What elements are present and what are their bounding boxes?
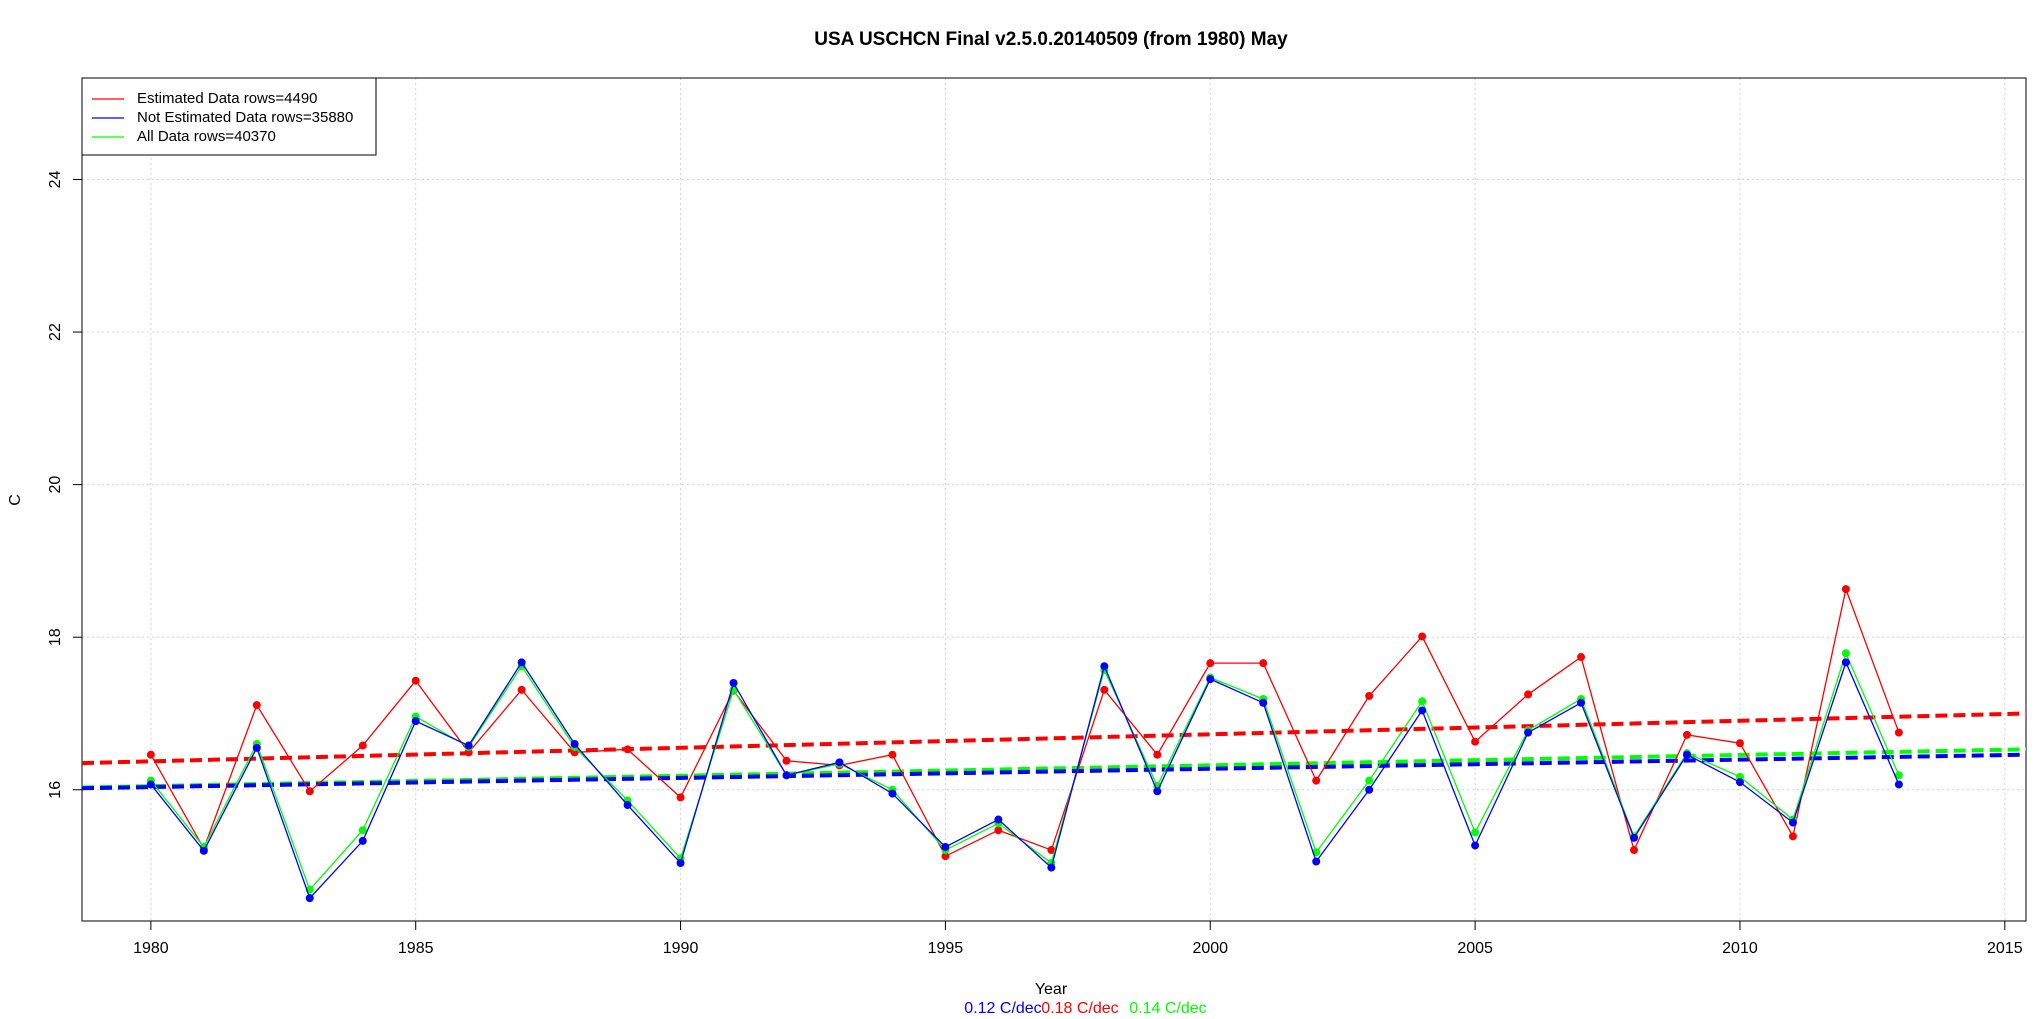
- data-point: [1047, 846, 1056, 855]
- data-point: [358, 826, 367, 835]
- y-tick-label: 20: [47, 476, 64, 494]
- data-point: [358, 741, 367, 750]
- x-tick-label: 1990: [663, 940, 699, 957]
- legend-box: [81, 77, 377, 156]
- data-point: [1577, 653, 1586, 662]
- annotation: 0.18 C/dec: [1041, 1000, 1118, 1017]
- data-point: [888, 789, 897, 798]
- legend-label: All Data rows=40370: [137, 128, 276, 145]
- data-point: [1100, 662, 1109, 671]
- series-line: [150, 586, 1900, 858]
- data-point: [1206, 675, 1215, 684]
- y-axis-label: C: [7, 494, 24, 506]
- data-point: [1259, 698, 1268, 707]
- x-tick-label: 1995: [928, 940, 964, 957]
- data-point: [994, 815, 1003, 824]
- data-point: [570, 740, 579, 749]
- data-point: [623, 745, 632, 754]
- data-point: [1418, 706, 1427, 715]
- plot-frame: [81, 77, 2027, 922]
- data-point: [1894, 771, 1903, 780]
- data-point: [199, 846, 208, 855]
- data-point: [729, 678, 738, 687]
- data-point: [252, 701, 261, 710]
- data-point: [1418, 697, 1427, 706]
- annotation: 0.12 C/dec: [964, 1000, 1041, 1017]
- data-point: [1841, 585, 1850, 594]
- x-tick-label: 2000: [1192, 940, 1228, 957]
- data-point: [1894, 728, 1903, 737]
- data-point: [888, 750, 897, 759]
- data-point: [146, 780, 155, 789]
- data-point: [411, 717, 420, 726]
- data-point: [1630, 846, 1639, 855]
- x-axis-label: Year: [1035, 981, 1068, 998]
- data-point: [1100, 685, 1109, 694]
- data-point: [994, 826, 1003, 835]
- data-point: [676, 859, 685, 868]
- data-point: [252, 743, 261, 752]
- data-point: [305, 894, 314, 903]
- trend-line: [81, 752, 2027, 791]
- data-point: [1682, 730, 1691, 739]
- y-tick-label: 24: [47, 170, 64, 188]
- data-point: [1471, 841, 1480, 850]
- y-tick-label: 22: [47, 323, 64, 341]
- data-point: [1735, 739, 1744, 748]
- data-point: [1735, 778, 1744, 787]
- data-point: [1365, 785, 1374, 794]
- data-point: [1471, 737, 1480, 746]
- data-point: [517, 685, 526, 694]
- data-point: [1418, 632, 1427, 641]
- data-point: [1524, 728, 1533, 737]
- x-tick-label: 1985: [398, 940, 434, 957]
- data-point: [1471, 828, 1480, 837]
- data-point: [1788, 818, 1797, 827]
- data-point: [411, 676, 420, 685]
- data-point: [676, 793, 685, 802]
- data-point: [623, 801, 632, 810]
- x-tick-label: 1980: [133, 940, 169, 957]
- chart-title: USA USCHCN Final v2.5.0.20140509 (from 1…: [814, 29, 1288, 50]
- x-tick-label: 2005: [1457, 940, 1493, 957]
- data-point: [146, 750, 155, 759]
- data-point: [782, 771, 791, 780]
- x-tick-label: 2015: [1987, 940, 2023, 957]
- trend-line: [81, 711, 2027, 766]
- data-point: [305, 787, 314, 796]
- y-tick-label: 16: [47, 781, 64, 799]
- series-line: [150, 660, 1900, 900]
- data-point: [517, 658, 526, 667]
- data-point: [1577, 698, 1586, 707]
- data-point: [1788, 832, 1797, 841]
- data-point: [1259, 659, 1268, 668]
- data-point: [1206, 659, 1215, 668]
- legend-label: Estimated Data rows=4490: [137, 90, 318, 107]
- data-point: [1153, 750, 1162, 759]
- x-tick-label: 2010: [1722, 940, 1758, 957]
- data-point: [1841, 649, 1850, 658]
- data-point: [1894, 780, 1903, 789]
- data-point: [941, 842, 950, 851]
- y-tick-label: 18: [47, 628, 64, 646]
- data-point: [1312, 857, 1321, 866]
- data-point: [464, 741, 473, 750]
- data-point: [1047, 863, 1056, 872]
- data-point: [1312, 776, 1321, 785]
- data-point: [1682, 750, 1691, 759]
- data-point: [941, 852, 950, 861]
- data-point: [1630, 833, 1639, 842]
- data-point: [835, 758, 844, 767]
- data-point: [1524, 690, 1533, 699]
- data-point: [1153, 787, 1162, 796]
- annotation: 0.14 C/dec: [1129, 1000, 1206, 1017]
- data-point: [1365, 776, 1374, 785]
- data-point: [1841, 658, 1850, 667]
- data-point: [358, 836, 367, 845]
- data-point: [782, 756, 791, 765]
- legend-label: Not Estimated Data rows=35880: [137, 109, 353, 126]
- data-point: [1365, 691, 1374, 700]
